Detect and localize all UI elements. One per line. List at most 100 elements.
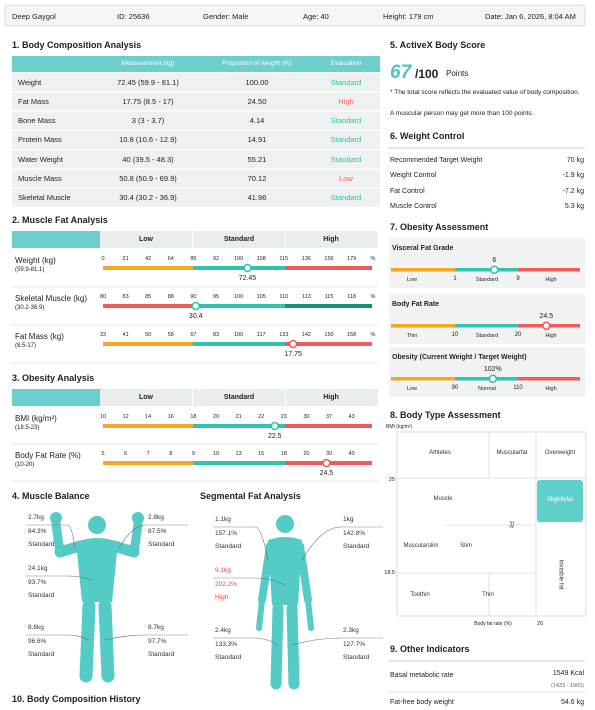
segment-mass: 1kg [343, 516, 354, 524]
level-label: High [545, 276, 557, 283]
tick-label: 136 [301, 255, 311, 262]
axis-label: Body fat rate (%) [474, 621, 512, 627]
row-label: BMI (kg/m²) [15, 414, 57, 424]
segment-mass: 8.6kg [28, 624, 44, 632]
value-marker [322, 458, 331, 468]
leader-line [254, 637, 279, 646]
row-range: (8.5-17) [15, 343, 37, 350]
section-title: 8. Body Type Assessment [390, 409, 501, 420]
tick-label: 13 [235, 450, 242, 457]
evaluation: High [338, 96, 354, 106]
region-label: Invisible fat [557, 559, 564, 590]
tick-label: 22 [258, 413, 265, 420]
assessment-box [389, 238, 585, 288]
tick-label: 95 [212, 293, 220, 300]
boundary-label: 110 [513, 385, 523, 392]
segment-percent: 96.6% [28, 638, 47, 646]
scale-segment [391, 377, 455, 381]
chart-frame [396, 431, 587, 617]
tick-label: 23 [280, 413, 287, 420]
boundary-label: 20 [514, 332, 522, 339]
score-value: 67 [390, 61, 412, 83]
value-label: 24.5 [319, 469, 334, 477]
level-label: High [545, 385, 557, 392]
tick-label: 67 [190, 331, 197, 338]
section-title: 6. Weight Control [390, 130, 465, 141]
tick-label: 43 [348, 413, 355, 420]
value-marker [490, 265, 499, 275]
column-header: Evaluation [330, 60, 362, 68]
tick-label: 14 [145, 413, 152, 420]
tick-label: 85 [145, 293, 152, 300]
tick-label: 8 [169, 450, 173, 457]
indicator-range: (1433 - 1965) [550, 682, 584, 689]
segment-percent: 87.5% [148, 528, 167, 536]
section-title: 4. Muscle Balance [12, 490, 90, 501]
table-row [12, 111, 380, 130]
header-gender: Gender: Male [203, 11, 249, 21]
y-tick-label: 18.5 [384, 569, 395, 576]
scale-segment [193, 424, 285, 428]
tick-label: 15 [258, 450, 265, 457]
segment-percent: 133.3% [215, 641, 238, 649]
tick-label: 142 [301, 331, 311, 338]
tick-label: 18 [190, 413, 197, 420]
row-label: Skeletal Muscle [18, 193, 71, 203]
proportion: 70.12 [247, 174, 267, 183]
scale-segment [391, 324, 455, 328]
scale-segment [455, 377, 518, 381]
segment-percent: 157.1% [215, 530, 238, 538]
tick-label: 113 [302, 293, 311, 300]
level-cell [193, 389, 285, 406]
level-label: Normal [478, 385, 496, 392]
indicator-value: 1549 Kcal [552, 669, 584, 677]
table-row [12, 73, 380, 91]
boundary-label: 9 [516, 276, 520, 283]
boundary-label: 90 [451, 385, 459, 392]
scale-segment [518, 377, 580, 381]
evaluation: Standard [330, 154, 362, 164]
row-range: (18.5-23) [15, 425, 40, 432]
unit-label: % [370, 331, 376, 338]
segment-mass: 2.4kg [215, 627, 231, 635]
table-row [12, 169, 380, 188]
segment-mass: 24.1kg [28, 565, 48, 573]
row-label: Water Weight [18, 154, 64, 164]
tick-label: 21 [122, 255, 129, 262]
segment-evaluation: Standard [215, 543, 242, 551]
value-label: 72.45 [238, 274, 257, 282]
row-label: Fat Mass [18, 96, 49, 106]
tick-label: 90 [190, 293, 197, 300]
tick-label: 85 [190, 255, 197, 262]
tick-label: 5 [101, 450, 105, 457]
value-marker [191, 301, 201, 311]
region-label: Muscularfat [496, 450, 528, 457]
evaluation: Standard [330, 193, 362, 203]
region-label: Overweight [544, 450, 576, 457]
level-cell [100, 389, 192, 406]
scale-segment [455, 324, 518, 328]
measurement: 72.45 (59.9 - 81.1) [117, 77, 179, 87]
level-cell [193, 231, 285, 248]
value-label: 6 [492, 256, 497, 264]
tick-label: 150 [324, 331, 334, 338]
measurement: 30.4 (30.2 - 36.9) [119, 193, 177, 203]
measurement: 40 (39.5 - 48.3) [122, 154, 174, 164]
tick-label: 20 [212, 413, 220, 420]
scale-header [12, 231, 100, 248]
table-row [12, 130, 380, 149]
tick-label: 108 [256, 255, 266, 262]
segment-percent: 84.3% [28, 528, 47, 536]
row-label: Protein Mass [18, 135, 62, 145]
level-label: Standard [223, 393, 255, 401]
leader-line [104, 634, 147, 641]
selected-region [537, 480, 583, 522]
region-label: Athletes [429, 450, 451, 457]
level-label: Low [139, 393, 153, 401]
tick-label: 30 [325, 450, 333, 457]
segment-evaluation: Standard [148, 541, 175, 549]
proportion: 100.00 [245, 77, 269, 87]
tick-label: 42 [145, 255, 152, 262]
row-label: Body Fat Rate (%) [15, 451, 81, 461]
